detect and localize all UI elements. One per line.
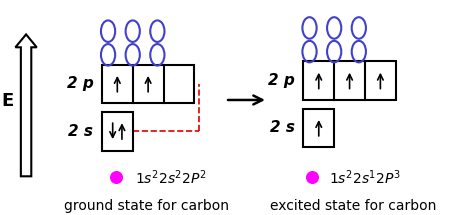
Bar xyxy=(102,64,194,103)
Text: 2 p: 2 p xyxy=(268,73,295,88)
Text: E: E xyxy=(1,92,13,110)
Bar xyxy=(303,109,334,147)
Text: ground state for carbon: ground state for carbon xyxy=(64,199,229,213)
FancyArrow shape xyxy=(15,34,36,176)
Text: $1s^22s^22P^2$: $1s^22s^22P^2$ xyxy=(135,168,207,187)
Text: excited state for carbon: excited state for carbon xyxy=(270,199,437,213)
Bar xyxy=(102,112,133,150)
Point xyxy=(112,176,120,179)
Bar xyxy=(303,61,396,100)
Text: 2 p: 2 p xyxy=(67,76,93,91)
Text: $1s^22s^12P^3$: $1s^22s^12P^3$ xyxy=(329,168,401,187)
Point xyxy=(308,176,316,179)
Text: 2 s: 2 s xyxy=(270,120,295,135)
Text: 2 s: 2 s xyxy=(68,124,93,139)
